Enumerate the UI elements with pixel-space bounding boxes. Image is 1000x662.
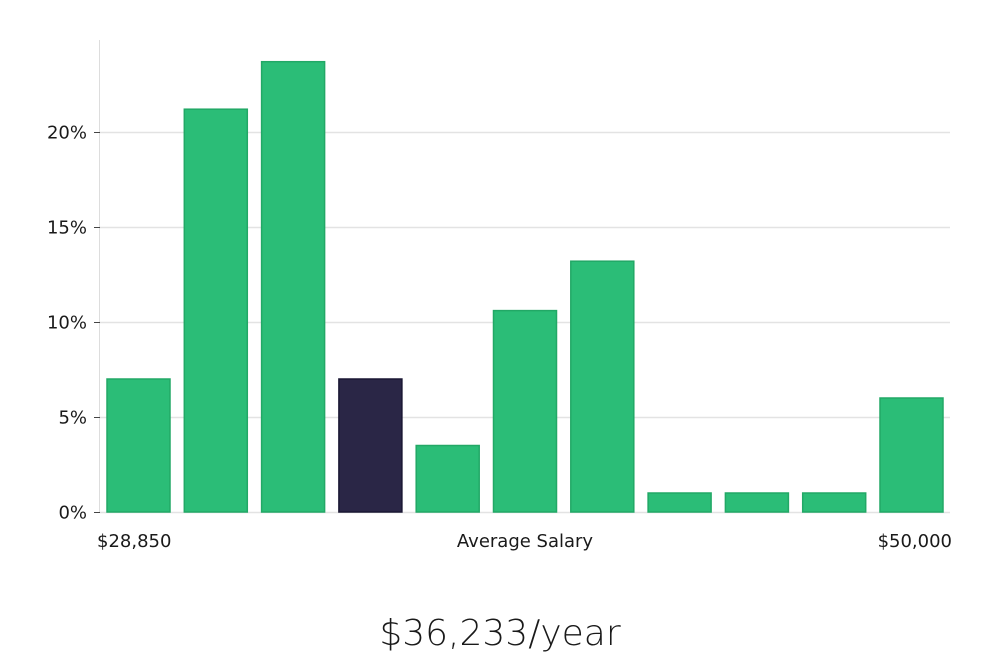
bar [106, 378, 171, 513]
bar [183, 108, 249, 513]
bar [801, 492, 867, 513]
bar [570, 260, 635, 513]
bar-highlighted [338, 378, 403, 513]
bar [724, 492, 790, 513]
x-min-label: $28,850 [97, 531, 171, 552]
bars [106, 60, 944, 513]
y-tick-label: 15% [47, 218, 87, 239]
y-tick-label: 10% [47, 313, 87, 334]
x-center-label: Average Salary [457, 531, 594, 552]
bar [492, 309, 558, 513]
average-salary-value: $36,233/year [379, 613, 621, 654]
salary-histogram: 0% 5% 10% 15% 20% $28,850 Average Salary $50… [47, 40, 952, 552]
y-tick-label: 0% [58, 503, 87, 524]
y-tick-label: 5% [58, 408, 87, 429]
bar [647, 492, 712, 513]
bar [879, 397, 944, 513]
bar [415, 444, 480, 513]
y-tick-label: 20% [47, 123, 87, 144]
bar [260, 60, 326, 513]
y-axis-ticks: 0% 5% 10% 15% 20% [47, 123, 100, 524]
x-max-label: $50,000 [878, 531, 952, 552]
